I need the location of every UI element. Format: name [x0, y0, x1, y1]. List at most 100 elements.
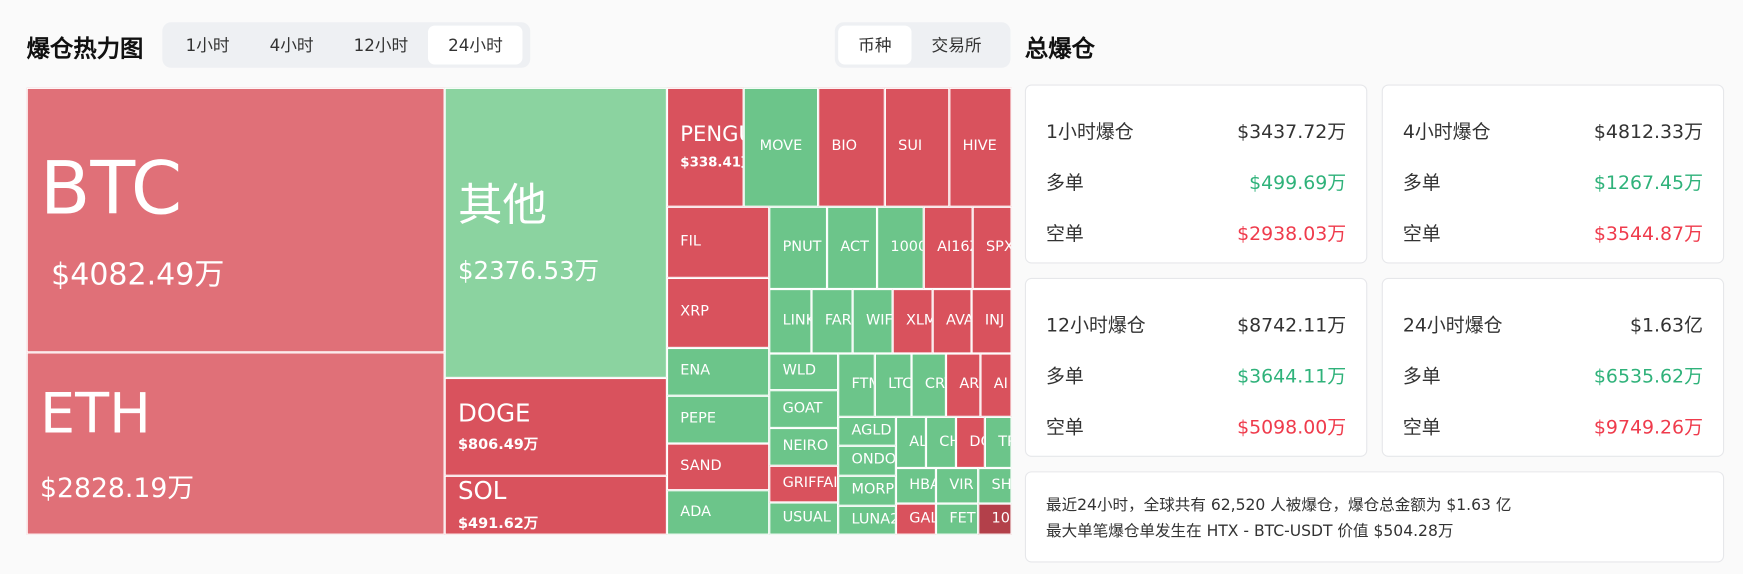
tile-label: AVAX	[945, 311, 970, 329]
tile[interactable]: SOL $491.62万	[444, 475, 667, 535]
tile-value: $806.49万	[457, 437, 539, 454]
time-tab[interactable]: 4小时	[269, 35, 314, 56]
row-value: $6535.62万	[1593, 365, 1703, 388]
tile-label: INJ	[984, 311, 1005, 329]
tile[interactable]: AVAX	[932, 289, 972, 354]
card-row: 空单 $9749.26万	[1403, 411, 1703, 439]
time-tab[interactable]: 12小时	[353, 35, 409, 56]
tile[interactable]: LTC	[874, 353, 912, 417]
tile[interactable]: LUNA2	[838, 505, 896, 535]
note: 最大单笔爆仓单发生在 HTX - BTC-USDT 价值 $504.28万	[1046, 522, 1454, 541]
tile[interactable]: TR	[984, 416, 1012, 468]
tile[interactable]: CH	[925, 416, 956, 468]
tile[interactable]: FAR	[811, 289, 853, 354]
tile-label: FET	[949, 509, 976, 527]
tile-label: DOGE	[457, 400, 531, 428]
card-row: 多单 $3644.11万	[1046, 360, 1346, 388]
group-tab[interactable]: 交易所	[931, 35, 982, 56]
time-tab[interactable]: 1小时	[185, 35, 230, 56]
time-tab[interactable]: 24小时	[428, 25, 523, 65]
tile-label: HBAR	[909, 476, 935, 494]
tile[interactable]: XLM	[892, 289, 933, 354]
tile[interactable]: WIF	[852, 289, 893, 354]
tile[interactable]: 其他 $2376.53万	[444, 87, 667, 378]
tile-value: $338.41万	[680, 154, 742, 170]
tile[interactable]: INJ	[971, 289, 1012, 354]
tile[interactable]: NEIRO	[769, 427, 839, 466]
tile-label: 其他	[457, 179, 547, 231]
summary-title: 总爆仓	[1024, 35, 1095, 63]
tile[interactable]: WLD	[769, 353, 839, 391]
card-title: 1小时爆仓	[1046, 121, 1134, 144]
tile[interactable]: VIR	[935, 467, 979, 504]
card-total: $1.63亿	[1629, 314, 1703, 337]
card-title: 24小时爆仓	[1402, 314, 1503, 337]
tile-label: DO	[969, 433, 983, 450]
group-tab[interactable]: 币种	[838, 25, 912, 65]
tile-label: GOAT	[782, 399, 823, 417]
row-value: $5098.00万	[1237, 416, 1347, 440]
tile[interactable]: SPX	[972, 206, 1012, 290]
tile[interactable]: ONDO	[838, 445, 896, 476]
tile[interactable]: FIL	[666, 206, 770, 278]
row-label: 多单	[1046, 172, 1084, 195]
tile[interactable]: BIO	[818, 87, 885, 207]
tile-label: PNUT	[782, 238, 822, 256]
tile[interactable]: PENGU $338.41万	[666, 87, 744, 207]
tile[interactable]: DO	[955, 416, 985, 468]
tile[interactable]: AR	[945, 353, 981, 417]
tile[interactable]: 1000	[877, 206, 924, 290]
tile[interactable]: XRP	[666, 277, 770, 348]
tile[interactable]: PEPE	[666, 395, 770, 444]
note: 最近24小时，全球共有 62,520 人被爆仓，爆仓总金额为 $1.63 亿	[1046, 496, 1512, 515]
tile[interactable]: ETH $2828.19万	[26, 352, 445, 535]
tile[interactable]: PNUT	[769, 206, 828, 290]
tile[interactable]: HIVE	[949, 87, 1012, 207]
tile[interactable]: AI16Z	[923, 206, 973, 290]
tile[interactable]: GOAT	[769, 390, 839, 428]
tile[interactable]: MORP	[838, 475, 896, 506]
card-row: 多单 $6535.62万	[1403, 360, 1703, 388]
tile[interactable]: GRIFFAIN	[769, 465, 839, 503]
tile[interactable]: FET	[935, 503, 979, 535]
tile[interactable]: CRV	[911, 353, 946, 417]
tile-label: PEPE	[680, 410, 716, 427]
tile[interactable]: SHI	[978, 467, 1012, 504]
tile[interactable]: BTC $4082.49万	[26, 87, 445, 353]
tile-label: SOL	[457, 478, 507, 507]
card-row: 多单 $1267.45万	[1403, 167, 1703, 195]
tile[interactable]: USUAL	[769, 502, 839, 535]
tile[interactable]: AGLD	[838, 416, 896, 446]
tile-label: 1000	[890, 238, 924, 256]
tile-label: LINK	[782, 311, 811, 329]
tile-label: FIL	[680, 232, 701, 250]
tile[interactable]: FTM	[838, 353, 875, 417]
tile[interactable]: AI	[980, 353, 1012, 417]
tile[interactable]: SUI	[884, 87, 950, 207]
row-value: $1267.45万	[1593, 172, 1703, 195]
tile-label: AI16Z	[937, 238, 971, 256]
tile-label: ONDO	[851, 451, 896, 469]
tile[interactable]: GAL	[895, 503, 936, 535]
tile[interactable]: ACT	[827, 206, 878, 290]
tile[interactable]: SAND	[666, 443, 770, 491]
tile[interactable]: 100	[978, 503, 1012, 535]
tile-value: $491.62万	[457, 515, 539, 533]
tile[interactable]: AL	[895, 416, 926, 468]
tile-label: HIVE	[962, 137, 997, 155]
tile[interactable]: ENA	[666, 347, 770, 396]
tile[interactable]: ADA	[666, 490, 770, 535]
row-value: $499.69万	[1249, 172, 1347, 195]
tile[interactable]: LINK	[769, 289, 812, 354]
card-row: 1小时爆仓 $3437.72万	[1046, 116, 1346, 144]
tile[interactable]: MOVE	[743, 87, 819, 207]
tile-value: $2376.53万	[457, 257, 600, 286]
tile-label: USUAL	[782, 509, 831, 526]
tile[interactable]: DOGE $806.49万	[444, 377, 667, 476]
tile[interactable]: HBAR	[895, 467, 936, 504]
tile-label: FTM	[851, 375, 873, 393]
card-row: 4小时爆仓 $4812.33万	[1403, 116, 1703, 143]
tile-label: CH	[939, 433, 955, 450]
tile-label: AR	[959, 375, 980, 393]
group-tabs: 币种 交易所	[834, 22, 1011, 68]
